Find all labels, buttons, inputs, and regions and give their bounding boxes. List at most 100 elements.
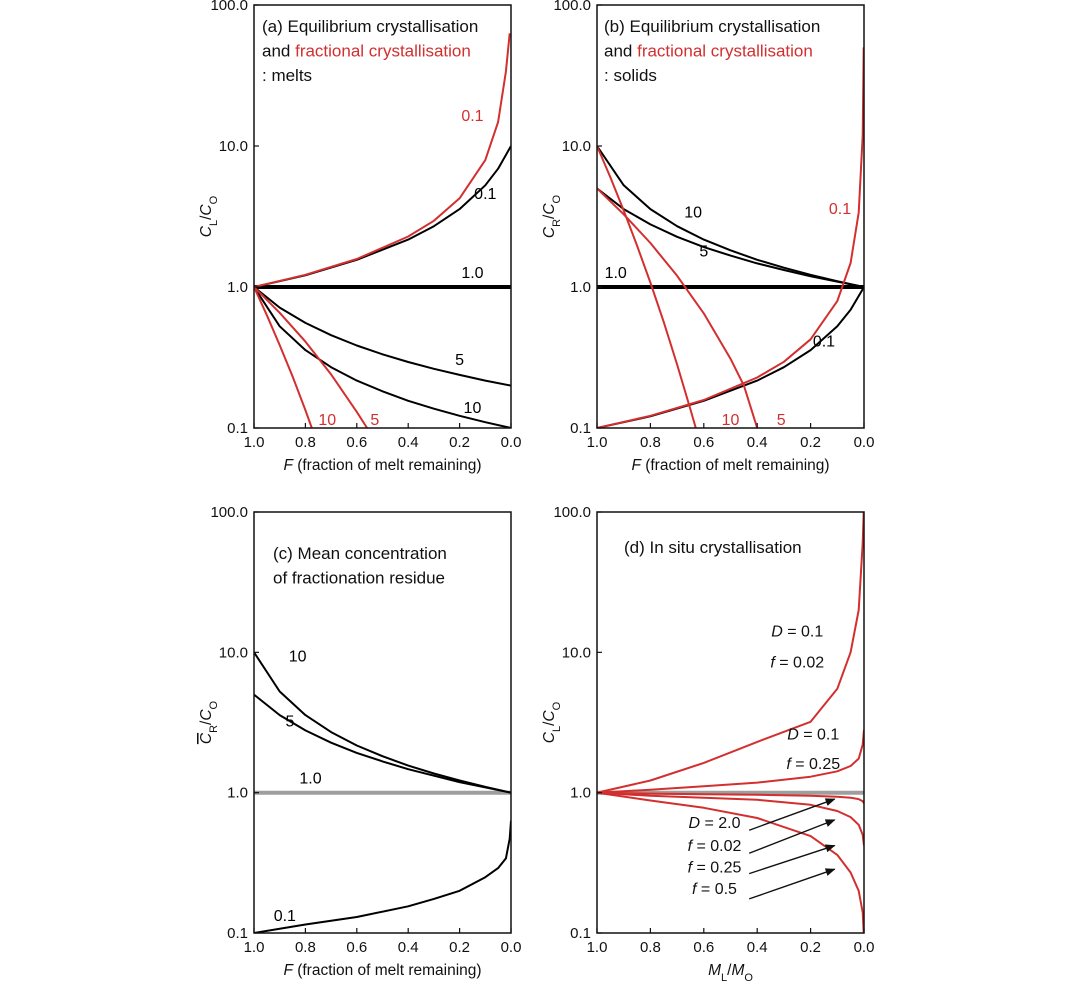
x-tick-label: 0.0	[854, 939, 875, 956]
curve-label: D = 0.1	[771, 623, 823, 640]
x-tick-label: 1.0	[244, 939, 265, 956]
x-tick-label: 0.2	[800, 939, 821, 956]
x-axis-label: ML/MO	[708, 962, 753, 984]
y-tick-label: 100.0	[553, 0, 591, 14]
curve-label: 1.0	[461, 265, 483, 282]
x-tick-label: 0.6	[346, 434, 367, 451]
y-axis-label: CR/CO	[541, 194, 563, 238]
plot-frame	[596, 4, 865, 429]
x-tick-label: 0.0	[501, 434, 522, 451]
y-tick-label: 1.0	[570, 279, 591, 296]
series-line-a-3	[254, 286, 511, 428]
curve-label: D = 2.0	[688, 815, 740, 832]
x-tick-label: 0.6	[346, 939, 367, 956]
x-axis-label: F (fraction of melt remaining)	[283, 962, 481, 979]
curve-label: 10	[722, 412, 740, 429]
curve-label: f = 0.5	[692, 881, 737, 898]
x-axis-label: F (fraction of melt remaining)	[631, 457, 829, 474]
x-axis-label: F (fraction of melt remaining)	[283, 457, 481, 474]
x-tick-label: 0.4	[398, 939, 419, 956]
x-tick-label: 0.8	[640, 939, 661, 956]
series-line-c-2	[254, 693, 511, 794]
annotation-arrow	[748, 868, 836, 900]
y-axis-label: CR/CO	[198, 700, 220, 744]
x-tick-label: 0.4	[747, 939, 768, 956]
y-tick-label: 0.1	[227, 420, 248, 437]
curve-label: 10	[684, 205, 702, 222]
curve-label: 1.0	[299, 771, 321, 788]
panel-d: 1.0 0.8 0.6 0.4 0.2 0.00.11.010.0100.0ML/MOCL…	[541, 504, 874, 984]
series-line-c-1	[254, 651, 511, 794]
curve-label: 0.1	[461, 108, 483, 125]
y-axis-label: CL/CO	[198, 195, 220, 237]
series-line-d-1	[597, 512, 864, 794]
panel-title-line: (d) In situ crystallisation	[624, 538, 802, 557]
y-tick-label: 1.0	[570, 785, 591, 802]
series-line-a-2	[254, 286, 511, 387]
x-tick-label: 0.8	[295, 434, 316, 451]
y-tick-label: 10.0	[562, 644, 591, 661]
annotation-arrow	[748, 819, 836, 854]
curve-label: 5	[699, 243, 708, 260]
series-line-d-5	[597, 791, 864, 804]
curve-label: 0.1	[474, 186, 496, 203]
panel-title-line: and fractional crystallisation	[604, 42, 813, 61]
curve-label: 0.1	[829, 201, 851, 218]
series-line-c-3	[254, 820, 511, 933]
series-group	[597, 47, 864, 428]
series-line-d-4	[597, 791, 864, 846]
y-tick-label: 1.0	[227, 279, 248, 296]
annotation-arrow	[748, 844, 836, 875]
curve-label: 5	[370, 412, 379, 429]
y-tick-label: 1.0	[227, 785, 248, 802]
x-tick-label: 0.2	[800, 434, 821, 451]
panel-title-line: (a) Equilibrium crystallisation	[262, 17, 478, 36]
x-tick-label: 0.4	[398, 434, 419, 451]
panel-title-line: of fractionation residue	[273, 569, 445, 588]
curve-label: D = 0.1	[787, 726, 839, 743]
y-tick-label: 10.0	[219, 644, 248, 661]
y-tick-label: 100.0	[210, 0, 248, 14]
annotation-arrow	[748, 798, 836, 831]
x-tick-label: 1.0	[587, 939, 608, 956]
curve-label: 10	[289, 649, 307, 666]
series-line-b-1	[597, 145, 864, 288]
panel-title-line: and fractional crystallisation	[262, 42, 471, 61]
curve-label: 5	[455, 352, 464, 369]
x-tick-label: 0.4	[747, 434, 768, 451]
curve-label: 10	[464, 400, 482, 417]
x-tick-label: 1.0	[587, 434, 608, 451]
x-tick-label: 0.2	[449, 939, 470, 956]
curve-label: f = 0.25	[688, 859, 742, 876]
y-tick-label: 100.0	[553, 504, 591, 521]
plot-frame	[253, 4, 512, 429]
y-axis-label: CL/CO	[541, 701, 563, 743]
x-tick-label: 0.8	[295, 939, 316, 956]
curve-label: 1.0	[605, 265, 627, 282]
x-tick-label: 0.0	[501, 939, 522, 956]
panel-title-line: (b) Equilibrium crystallisation	[604, 17, 820, 36]
plot-frame	[253, 511, 512, 934]
curve-label: f = 0.02	[770, 654, 824, 671]
series-line-b-6	[597, 187, 759, 428]
plot-frame	[596, 511, 865, 934]
panel-title-line: : solids	[604, 66, 657, 85]
panel-title-line: : melts	[262, 66, 312, 85]
curve-label: f = 0.02	[688, 838, 742, 855]
curve-label: 0.1	[274, 908, 296, 925]
curve-label: 0.1	[813, 333, 835, 350]
x-tick-label: 0.2	[449, 434, 470, 451]
y-tick-label: 10.0	[219, 138, 248, 155]
y-tick-label: 100.0	[210, 504, 248, 521]
series-group	[254, 33, 511, 428]
y-tick-label: 0.1	[227, 925, 248, 942]
series-line-b-2	[597, 187, 864, 288]
x-tick-label: 1.0	[244, 434, 265, 451]
curve-label: 5	[286, 714, 295, 731]
series-line-d-2	[597, 729, 864, 794]
x-tick-label: 0.6	[693, 434, 714, 451]
